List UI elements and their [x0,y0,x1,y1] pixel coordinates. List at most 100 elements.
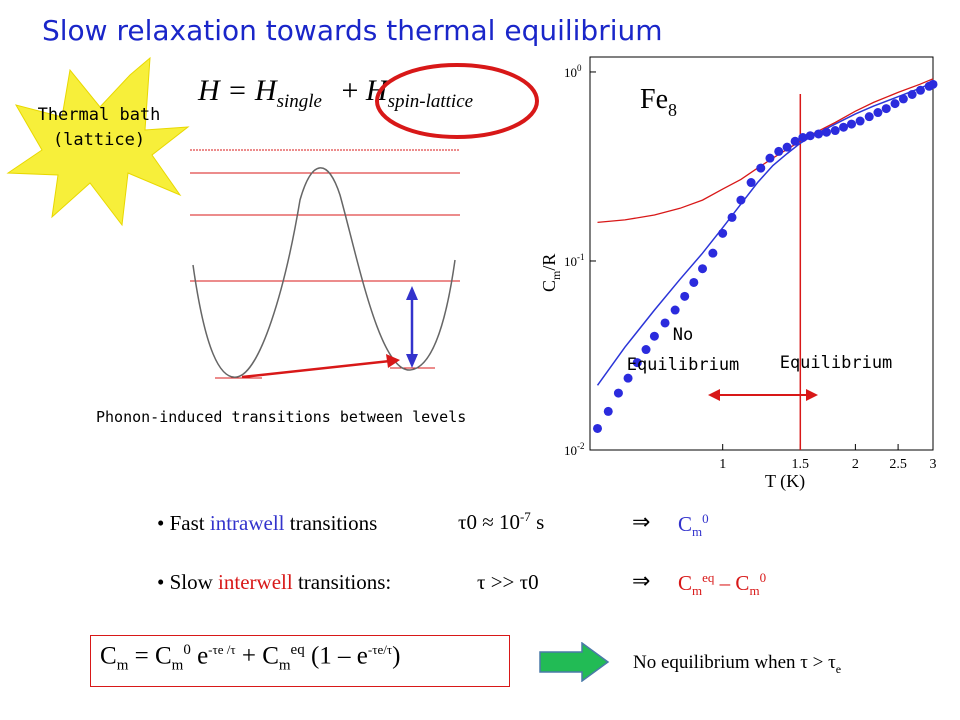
h-total: H = [198,74,255,107]
diagram-caption: Phonon-induced transitions between level… [96,408,467,426]
formula-part: e [190,642,209,670]
x-tick-label: 2.5 [889,457,907,472]
fast-result-sub: m [692,524,703,540]
x-tick-label: 1.5 [792,457,810,472]
formula-part: + C [235,642,279,670]
x-tick-label: 3 [930,457,937,472]
slide-title: Slow relaxation towards thermal equilibr… [42,14,663,47]
intrawell-arrow-down [406,354,418,368]
energy-levels [190,149,460,379]
formula-part: m [116,657,129,674]
data-point [670,305,680,315]
slow-result: Cmeq – Cm0 [678,570,766,599]
intrawell-arrow-up [406,286,418,300]
slow-result-sup-a: eq [702,570,715,585]
region-arrow [708,389,818,401]
data-point [593,423,603,433]
data-point [632,358,642,368]
data-point [881,104,891,114]
data-point [708,248,718,258]
bullet-fast-word: intrawell [209,511,285,535]
bath-line-1: Thermal bath [37,105,161,125]
region-arrow-left [708,389,720,401]
axis-ticks: 1 1.5 2 2.5 3 100 10-1 10-2 [564,63,937,472]
formula-part: ) [392,642,401,670]
h-spin-lattice-sub: spin-lattice [387,91,474,112]
chart-title: Fe8 [640,84,677,120]
bullet-slow-pre: Slow [169,570,219,594]
implies-symbol-2: ⇒ [632,568,651,593]
data-point [855,116,865,126]
region-arrow-right [806,389,818,401]
data-point [839,122,849,132]
formula-part: m [171,657,184,674]
fast-relation-exp: -7 [519,509,531,524]
data-point [864,112,874,122]
slow-result-sup-b: 0 [759,570,767,585]
data-point [727,212,737,222]
spin-lattice-highlight-ellipse [375,63,539,139]
data-point [698,264,708,274]
series-line [596,81,934,386]
bullet-fast-post: transitions [284,511,378,535]
fast-result: Cm0 [678,511,709,540]
x-tick-label: 1 [719,457,726,472]
no-equilibrium-label-line2: Equilibrium [627,355,740,375]
data-point [736,195,746,205]
fe8-heat-capacity-chart: 1 1.5 2 2.5 3 100 10-1 10-2 Fe8 T (K) Cm/R No E… [539,56,938,492]
formula-part: = C [128,642,172,670]
data-point [756,163,766,173]
data-point [890,99,900,109]
bullet-slow-word: interwell [218,570,293,594]
bullet-fast: • Fast intrawell transitions [157,511,378,535]
fast-relation: τ0 ≈ 10-7 s [458,509,544,535]
data-point [898,94,908,104]
data-point [613,388,623,398]
no-equilibrium-label-line1: No [673,325,693,345]
slow-result-dash: – C [714,571,750,595]
data-point [830,126,840,136]
formula-part: m [278,657,291,674]
data-point [805,131,815,141]
bullet-slow: • Slow interwell transitions: [157,570,392,594]
plot-frame [589,56,934,451]
bullet-slow-post: transitions: [292,570,392,594]
data-point [847,119,857,129]
data-point [746,178,756,188]
data-point [915,85,925,95]
formula-part: 0 [183,642,191,658]
data-point [814,129,824,139]
h-spin-lattice: H [365,74,388,107]
hamiltonian-equation: H = Hsingle + Hspin-lattice [198,74,473,113]
y-tick-label: 100 [564,63,582,80]
potential-curve [192,167,456,378]
conclusion-main: No equilibrium when τ > τ [633,652,836,673]
slow-result-sub-a: m [692,583,703,599]
thermal-bath-label: Thermal bath (lattice) [24,103,174,153]
y-tick-label: 10-2 [564,441,585,458]
right-arrow-icon [539,642,610,682]
x-tick-label: 2 [852,457,859,472]
interwell-arrow-line [241,359,391,379]
bath-line-2: (lattice) [52,130,146,150]
h-plus: + [341,74,359,107]
data-point [689,277,699,287]
formula-part: eq [290,642,305,658]
formula-part: C [100,642,117,670]
x-axis-label: T (K) [765,471,805,492]
conclusion-sub: e [835,661,842,676]
equilibrium-label: Equilibrium [780,353,893,373]
data-point [798,133,808,143]
data-point [641,345,651,355]
bullet-fast-pre: Fast [169,511,210,535]
fast-result-c: C [678,512,693,536]
fast-result-sup: 0 [702,511,709,526]
slow-result-c: C [678,571,693,595]
data-point [907,89,917,99]
interwell-arrow-head [386,354,400,368]
implies-symbol-1: ⇒ [632,509,651,534]
fast-relation-text: τ0 ≈ 10 [458,510,520,534]
relaxation-formula-box [90,635,510,687]
thermal-bath-star [6,56,190,227]
data-point [603,406,613,416]
